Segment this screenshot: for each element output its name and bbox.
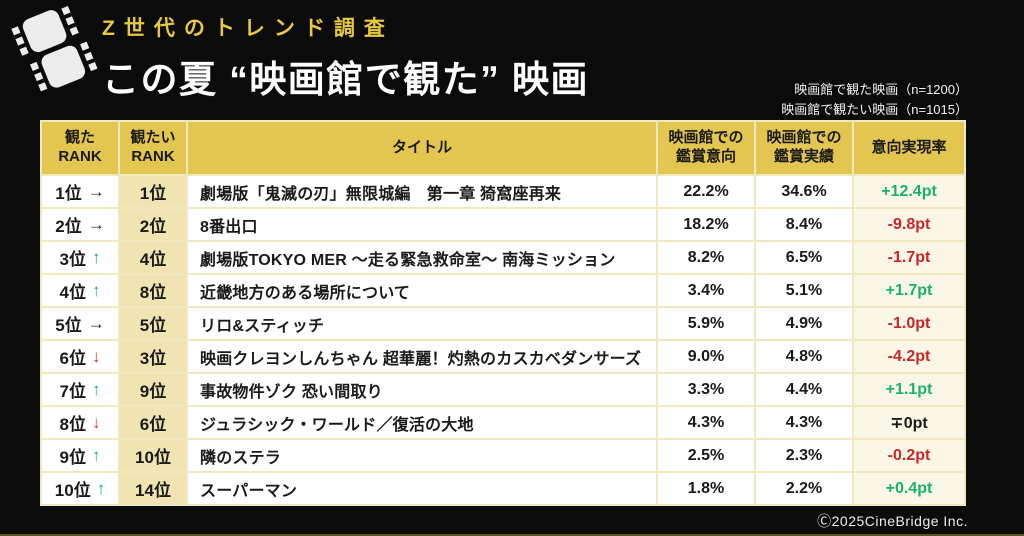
actual-cell: 2.2% (756, 473, 852, 504)
movie-title-cell: 隣のステラ (188, 440, 656, 471)
gap-cell: -0.2pt (854, 440, 964, 471)
sample-size-notes: 映画館で観た映画（n=1200） 映画館で観たい映画（n=1015） (781, 80, 968, 119)
desired-rank-cell: 3位 (120, 341, 186, 372)
col-header-intent: 映画館での 鑑賞意向 (658, 122, 754, 174)
gap-cell: ∓0pt (854, 407, 964, 438)
intent-cell: 9.0% (658, 341, 754, 372)
intent-cell: 4.3% (658, 407, 754, 438)
survey-tagline: Z世代のトレンド調査 (102, 17, 394, 40)
intent-cell: 8.2% (658, 242, 754, 273)
col-header-gap: 意向実現率 (854, 122, 964, 174)
col-header-title: タイトル (188, 122, 656, 174)
trend-up-icon: ↑ (91, 445, 101, 465)
copyright-text: Ⓒ2025CineBridge Inc. (817, 513, 968, 529)
col-header-actual: 映画館での 鑑賞実績 (756, 122, 852, 174)
movie-title-cell: 劇場版TOKYO MER ～走る緊急救命室～ 南海ミッション (188, 242, 656, 273)
watched-rank-cell: 5位 → (42, 308, 118, 339)
gap-value: ∓0pt (890, 414, 928, 432)
watched-rank-cell: 6位 ↓ (42, 341, 118, 372)
actual-cell: 34.6% (756, 176, 852, 207)
intent-cell: 22.2% (658, 176, 754, 207)
gap-cell: +1.1pt (854, 374, 964, 405)
watched-rank-cell: 10位 ↑ (42, 473, 118, 504)
gap-cell: +1.7pt (854, 275, 964, 306)
actual-cell: 8.4% (756, 209, 852, 240)
desired-rank-cell: 2位 (120, 209, 186, 240)
watched-rank-cell: 8位 ↓ (42, 407, 118, 438)
desired-rank-cell: 5位 (120, 308, 186, 339)
desired-rank-cell: 1位 (120, 176, 186, 207)
film-strip-icon (11, 6, 98, 92)
intent-cell: 3.4% (658, 275, 754, 306)
gap-value: +1.1pt (885, 380, 933, 398)
desired-rank-cell: 14位 (120, 473, 186, 504)
gap-cell: +0.4pt (854, 473, 964, 504)
trend-down-icon: ↓ (91, 346, 101, 366)
gap-value: +0.4pt (885, 479, 933, 497)
intent-cell: 3.3% (658, 374, 754, 405)
movie-title-cell: 事故物件ゾク 恐い間取り (188, 374, 656, 405)
actual-cell: 4.8% (756, 341, 852, 372)
actual-cell: 2.3% (756, 440, 852, 471)
gap-value: -9.8pt (887, 215, 931, 233)
gap-cell: +12.4pt (854, 176, 964, 207)
trend-up-icon: ↑ (91, 280, 101, 300)
movie-title-cell: 8番出口 (188, 209, 656, 240)
gap-cell: -4.2pt (854, 341, 964, 372)
intent-cell: 18.2% (658, 209, 754, 240)
gap-cell: -1.7pt (854, 242, 964, 273)
gap-cell: -1.0pt (854, 308, 964, 339)
watched-rank-cell: 9位 ↑ (42, 440, 118, 471)
actual-cell: 6.5% (756, 242, 852, 273)
bottom-accent-line (0, 534, 1024, 536)
movie-title-cell: スーパーマン (188, 473, 656, 504)
gap-value: -1.7pt (887, 248, 931, 266)
col-header-watched-rank: 観た RANK (42, 122, 118, 174)
gap-value: +12.4pt (881, 182, 937, 200)
trend-up-icon: ↑ (91, 379, 101, 399)
page-title: この夏 “映画館で観た” 映画 (102, 59, 590, 100)
watched-rank-cell: 4位 ↑ (42, 275, 118, 306)
watched-rank-cell: 2位 → (42, 209, 118, 240)
desired-rank-cell: 4位 (120, 242, 186, 273)
actual-cell: 4.3% (756, 407, 852, 438)
movie-title-cell: 劇場版「鬼滅の刃」無限城編 第一章 猗窩座再来 (188, 176, 656, 207)
watched-rank-cell: 1位 → (42, 176, 118, 207)
gap-value: -0.2pt (887, 446, 931, 464)
desired-rank-cell: 6位 (120, 407, 186, 438)
watched-rank-cell: 3位 ↑ (42, 242, 118, 273)
watched-rank-cell: 7位 ↑ (42, 374, 118, 405)
gap-value: +1.7pt (885, 281, 933, 299)
movie-title-cell: リロ&スティッチ (188, 308, 656, 339)
sample-note-want: 映画館で観たい映画（n=1015） (781, 101, 968, 117)
movie-title-cell: 近畿地方のある場所について (188, 275, 656, 306)
trend-down-icon: ↓ (91, 412, 101, 432)
trend-up-icon: ↑ (96, 478, 106, 498)
gap-value: -1.0pt (887, 314, 931, 332)
actual-cell: 4.4% (756, 374, 852, 405)
desired-rank-cell: 10位 (120, 440, 186, 471)
gap-value: -4.2pt (887, 347, 931, 365)
movie-title-cell: ジュラシック・ワールド／復活の大地 (188, 407, 656, 438)
desired-rank-cell: 9位 (120, 374, 186, 405)
sample-note-watched: 映画館で観た映画（n=1200） (794, 82, 968, 97)
intent-cell: 1.8% (658, 473, 754, 504)
col-header-desired-rank: 観たい RANK (120, 122, 186, 174)
trend-flat-icon: → (87, 181, 105, 201)
gap-cell: -9.8pt (854, 209, 964, 240)
intent-cell: 5.9% (658, 308, 754, 339)
movie-title-cell: 映画クレヨンしんちゃん 超華麗！灼熱のカスカベダンサーズ (188, 341, 656, 372)
intent-cell: 2.5% (658, 440, 754, 471)
trend-flat-icon: → (87, 214, 105, 234)
actual-cell: 4.9% (756, 308, 852, 339)
actual-cell: 5.1% (756, 275, 852, 306)
desired-rank-cell: 8位 (120, 275, 186, 306)
trend-up-icon: ↑ (91, 247, 101, 267)
ranking-table: 観た RANK 観たい RANK タイトル 映画館での 鑑賞意向 映画館での 鑑… (40, 120, 966, 506)
trend-flat-icon: → (87, 313, 105, 333)
